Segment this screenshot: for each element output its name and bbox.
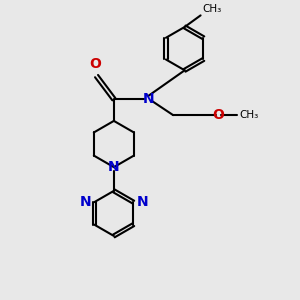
- Text: N: N: [108, 160, 120, 174]
- Text: CH₃: CH₃: [240, 110, 259, 120]
- Text: CH₃: CH₃: [202, 4, 222, 14]
- Text: N: N: [80, 195, 92, 209]
- Text: O: O: [89, 57, 101, 71]
- Text: N: N: [136, 195, 148, 209]
- Text: N: N: [143, 92, 154, 106]
- Text: O: O: [212, 108, 224, 122]
